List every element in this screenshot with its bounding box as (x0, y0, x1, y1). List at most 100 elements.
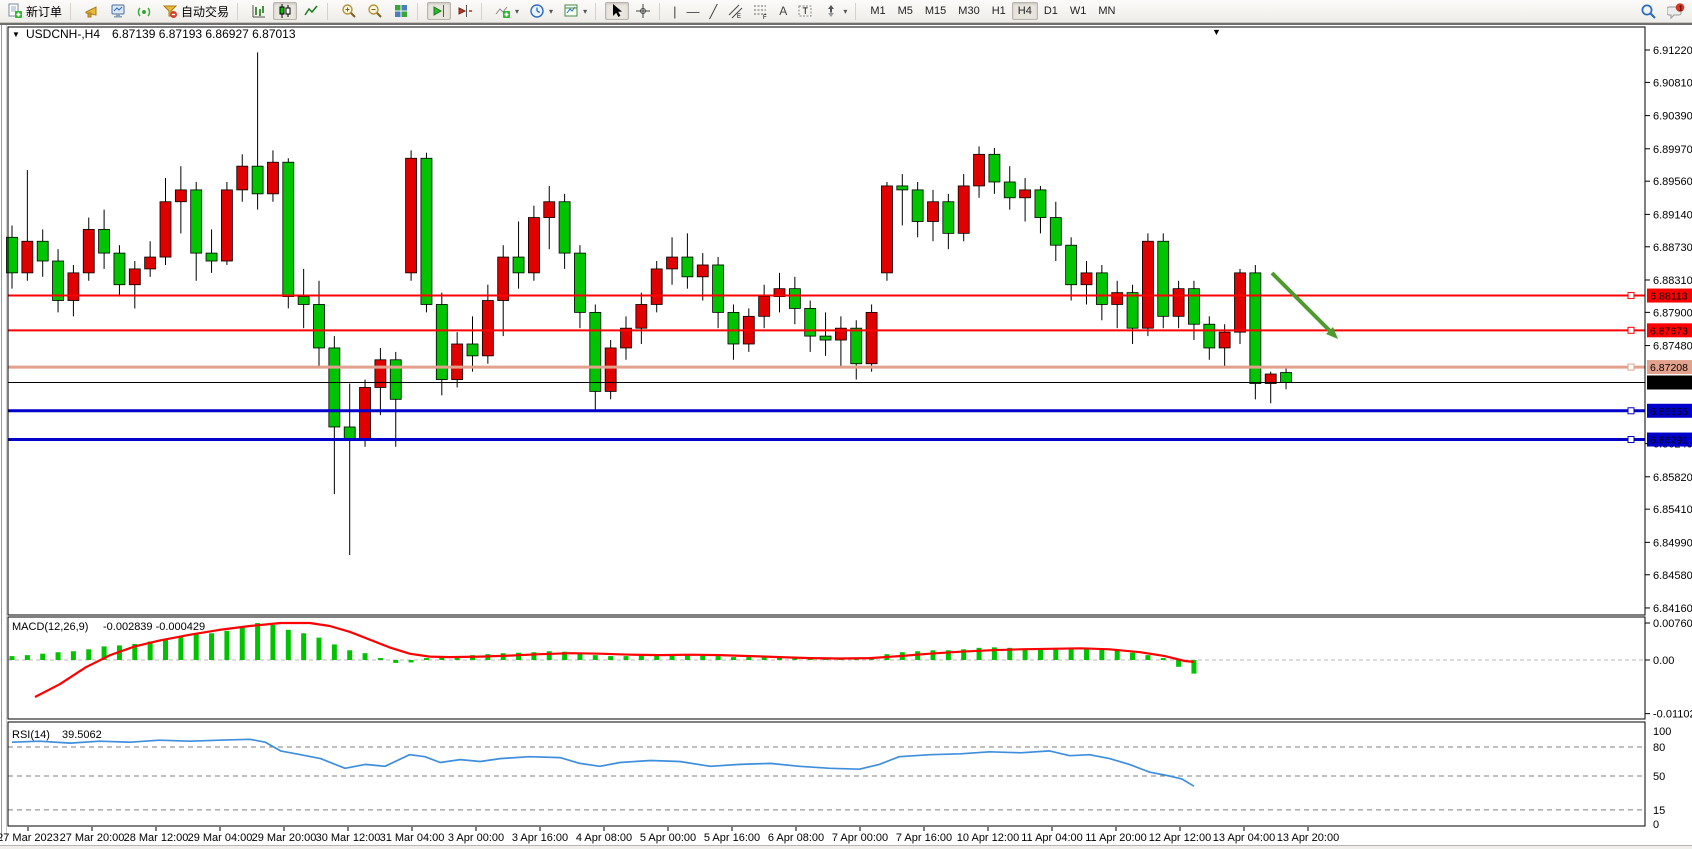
tile-windows-button[interactable] (389, 2, 413, 20)
notifications-button[interactable]: 1 (1663, 2, 1689, 20)
line-handle[interactable] (1627, 436, 1635, 444)
macd-histogram-bar (730, 657, 736, 660)
macd-histogram-bar (1145, 655, 1151, 660)
candlestick-chart-icon (279, 4, 291, 18)
candle-body (159, 201, 172, 258)
templates-button[interactable]: ▾ (559, 2, 591, 20)
candle-body (1049, 217, 1062, 246)
price-tag-label: 6.87013 (1650, 377, 1688, 389)
chart-area[interactable]: ▼ ▼ 6.91220 6.90810 6.90390 6.89970 6.89560 6… (0, 23, 1692, 849)
arrow-annotation[interactable] (1270, 271, 1334, 335)
cursor-button[interactable] (605, 2, 630, 20)
rsi-tick-label: 0 (1653, 819, 1659, 831)
dropdown-arrow-icon: ▾ (549, 6, 554, 16)
notification-badge: 1 (1679, 3, 1683, 12)
search-icon (1641, 4, 1656, 19)
candle-body (1019, 189, 1031, 199)
zoom-in-button[interactable] (337, 2, 361, 20)
periods-button[interactable]: ▾ (525, 2, 557, 20)
candle-body (850, 327, 863, 365)
candle-body (466, 343, 479, 357)
price-tick-label: 6.87900 (1653, 307, 1692, 319)
indicators-button[interactable]: ▾ (491, 2, 523, 20)
rsi-tick-label: 100 (1653, 726, 1671, 738)
macd-histogram-bar (347, 650, 353, 660)
timeframe-M1[interactable]: M1 (864, 2, 891, 20)
line-handle[interactable] (1627, 326, 1635, 334)
arrows-button[interactable]: ▾ (819, 2, 851, 20)
timeframe-M30[interactable]: M30 (952, 2, 985, 20)
macd-histogram-bar (86, 649, 92, 660)
candle-body (835, 327, 847, 341)
macd-histogram-bar (1176, 660, 1182, 667)
dropdown-arrow-icon: ▾ (843, 6, 848, 16)
candle-body (1126, 292, 1139, 329)
macd-histogram-bar (562, 651, 568, 660)
macd-histogram-bar (546, 651, 552, 660)
macd-histogram-bar (270, 624, 276, 660)
timeframe-M15[interactable]: M15 (919, 2, 952, 20)
auto-trading-label: 自动交易 (181, 4, 230, 19)
rsi-tick-label: 50 (1653, 771, 1665, 783)
chart-menu-toggle-icon[interactable]: ▼ (12, 30, 20, 39)
candle-body (758, 296, 771, 317)
auto-scroll-button[interactable] (427, 2, 452, 20)
trendline-button[interactable]: ╱ (705, 2, 721, 20)
candle-body (942, 201, 955, 234)
line-handle[interactable] (1627, 292, 1635, 300)
timeframe-D1[interactable]: D1 (1038, 2, 1064, 20)
time-tick-label: 27 Mar 2023 (0, 832, 59, 844)
auto-trading-button[interactable]: 自动交易 (158, 2, 233, 20)
candle-body (236, 165, 249, 191)
new-order-button[interactable]: 新订单 (3, 2, 66, 20)
horizontal-line-button[interactable]: — (682, 2, 703, 20)
candle-body (788, 288, 801, 309)
price-tick-label: 6.89970 (1653, 144, 1692, 156)
timeframe-M5[interactable]: M5 (892, 2, 919, 20)
candle-body (267, 161, 279, 195)
time-tick-label: 5 Apr 16:00 (704, 832, 760, 844)
candle-body (666, 256, 678, 270)
time-tick-label: 7 Apr 00:00 (832, 832, 888, 844)
macd-histogram-bar (331, 644, 337, 660)
fibonacci-button[interactable]: F (749, 2, 773, 20)
price-tick-label: 6.84160 (1653, 603, 1692, 615)
text-label-button[interactable]: T (793, 2, 817, 20)
price-tag (1647, 288, 1692, 303)
crosshair-button[interactable] (631, 2, 655, 20)
macd-histogram-bar (592, 655, 598, 660)
toolbar-separator (595, 2, 601, 20)
line-chart-button[interactable] (299, 2, 323, 20)
horn-button[interactable] (80, 2, 104, 20)
vertical-line-button[interactable]: | (669, 2, 680, 20)
arrow-annotation-head[interactable] (1326, 327, 1338, 339)
bar-chart-button[interactable] (247, 2, 271, 20)
line-handle[interactable] (1627, 407, 1635, 415)
publisher-button[interactable] (106, 2, 130, 20)
signal-button[interactable] (132, 2, 156, 20)
candle-body (1249, 272, 1262, 384)
search-button[interactable] (1636, 2, 1661, 20)
channel-button[interactable]: E (723, 2, 747, 20)
chart-ohlc-values: 6.87139 6.87193 6.86927 6.87013 (112, 27, 296, 41)
zoom-out-icon (368, 4, 382, 18)
candle-body (98, 228, 110, 254)
zoom-out-button[interactable] (363, 2, 387, 20)
timeframe-MN[interactable]: MN (1092, 2, 1121, 20)
candlestick-chart-button[interactable] (273, 2, 298, 20)
chart-shift-button[interactable] (453, 2, 477, 20)
timeframe-H4[interactable]: H4 (1011, 2, 1038, 20)
text-button[interactable]: A (775, 2, 791, 20)
crosshair-icon (636, 4, 651, 18)
bar-chart-icon (252, 5, 266, 18)
macd-histogram-bar (239, 626, 245, 660)
candle-body (528, 217, 540, 274)
macd-histogram-bar (608, 656, 614, 660)
candle-body (82, 228, 95, 274)
macd-tick-label: 0.00 (1653, 655, 1674, 667)
macd-histogram-bar (976, 647, 982, 660)
candle-body (927, 201, 939, 222)
timeframe-W1[interactable]: W1 (1064, 2, 1093, 20)
line-handle[interactable] (1627, 363, 1635, 371)
timeframe-H1[interactable]: H1 (986, 2, 1012, 20)
